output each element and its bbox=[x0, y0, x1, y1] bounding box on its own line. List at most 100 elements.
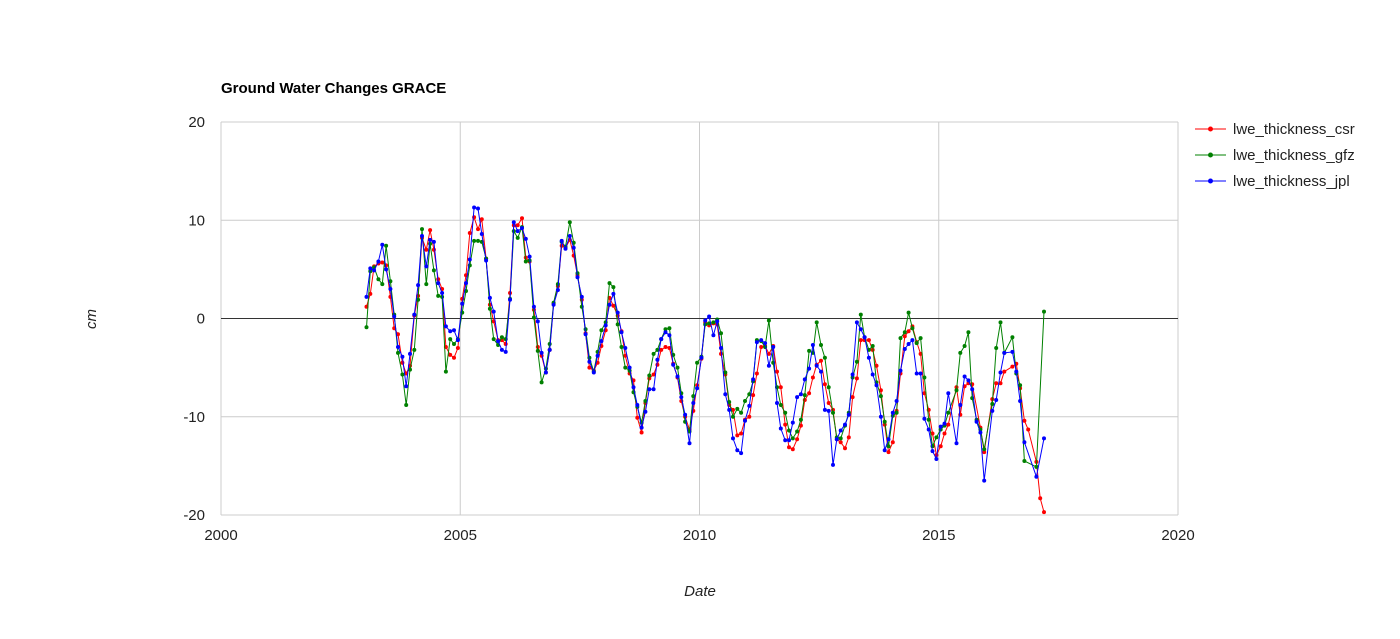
data-point bbox=[766, 351, 771, 356]
data-point bbox=[850, 372, 855, 377]
data-point bbox=[966, 330, 971, 335]
data-point bbox=[719, 346, 723, 350]
data-point bbox=[886, 437, 891, 442]
data-point bbox=[926, 427, 931, 432]
data-point bbox=[520, 226, 524, 231]
data-point bbox=[894, 410, 899, 415]
data-point bbox=[671, 362, 676, 367]
x-tick-label: 2000 bbox=[204, 527, 237, 544]
data-point bbox=[783, 410, 788, 415]
axes: 2000 2005 2010 2015 2020 -20 -10 0 10 20 bbox=[183, 114, 1194, 544]
data-point bbox=[838, 436, 843, 441]
data-point bbox=[535, 348, 540, 353]
data-point bbox=[424, 264, 429, 269]
data-point bbox=[420, 227, 424, 232]
data-point bbox=[898, 368, 903, 373]
data-point bbox=[380, 260, 385, 265]
data-point bbox=[623, 346, 628, 350]
data-point bbox=[467, 231, 472, 235]
data-point bbox=[930, 431, 935, 436]
data-point bbox=[400, 354, 405, 359]
data-point bbox=[1034, 474, 1039, 479]
data-point bbox=[639, 425, 644, 430]
data-point bbox=[663, 345, 668, 349]
data-point bbox=[843, 446, 847, 451]
data-point bbox=[759, 345, 764, 349]
data-point bbox=[754, 340, 759, 345]
data-point bbox=[655, 347, 660, 352]
data-point bbox=[452, 328, 456, 333]
data-point bbox=[428, 237, 433, 242]
data-point bbox=[783, 438, 788, 443]
data-point bbox=[408, 367, 412, 372]
data-point bbox=[862, 335, 867, 340]
chart-title: Ground Water Changes GRACE bbox=[221, 80, 446, 97]
data-point bbox=[472, 205, 477, 210]
data-point bbox=[715, 319, 720, 324]
data-point bbox=[452, 342, 456, 346]
data-point bbox=[368, 266, 373, 271]
data-point bbox=[663, 327, 668, 332]
data-point bbox=[404, 384, 409, 389]
data-point bbox=[994, 346, 999, 350]
data-point bbox=[942, 431, 947, 436]
data-point bbox=[890, 410, 895, 415]
data-point bbox=[946, 422, 951, 427]
data-point bbox=[711, 320, 716, 325]
data-point bbox=[846, 412, 851, 417]
data-point bbox=[679, 395, 684, 400]
data-point bbox=[854, 376, 859, 381]
data-point bbox=[982, 450, 987, 455]
data-point bbox=[747, 414, 752, 419]
data-point bbox=[396, 350, 400, 355]
data-point bbox=[966, 378, 971, 383]
data-point bbox=[567, 234, 572, 238]
data-point bbox=[531, 304, 536, 309]
data-point bbox=[990, 408, 995, 413]
legend-label: lwe_thickness_gfz bbox=[1233, 147, 1355, 164]
data-point bbox=[455, 338, 460, 343]
data-point bbox=[440, 291, 445, 295]
data-point bbox=[1022, 418, 1027, 423]
data-point bbox=[631, 385, 636, 390]
data-point bbox=[778, 403, 783, 407]
data-point bbox=[922, 375, 927, 380]
data-point bbox=[707, 314, 712, 319]
data-point bbox=[834, 437, 839, 442]
data-point bbox=[810, 375, 815, 380]
data-point bbox=[647, 373, 652, 378]
data-point bbox=[583, 332, 588, 337]
data-point bbox=[496, 339, 501, 344]
data-point bbox=[739, 410, 744, 415]
data-point bbox=[539, 350, 544, 355]
data-point bbox=[607, 302, 612, 307]
data-point bbox=[448, 352, 453, 357]
data-point bbox=[464, 281, 468, 286]
data-point bbox=[1034, 464, 1039, 469]
data-point bbox=[380, 242, 385, 247]
data-point bbox=[420, 234, 424, 238]
data-point bbox=[408, 351, 412, 356]
data-point bbox=[906, 342, 911, 346]
data-point bbox=[831, 462, 835, 467]
data-point bbox=[703, 318, 708, 323]
data-point bbox=[1018, 383, 1023, 388]
data-point bbox=[822, 382, 827, 387]
x-tick-label: 2010 bbox=[683, 527, 716, 544]
data-point bbox=[719, 331, 723, 336]
y-tick-label: 20 bbox=[188, 114, 205, 131]
legend-item: lwe_thickness_gfz bbox=[1195, 147, 1355, 164]
legend-item: lwe_thickness_jpl bbox=[1195, 173, 1350, 190]
data-point bbox=[499, 335, 504, 340]
data-point bbox=[978, 430, 983, 435]
data-point bbox=[826, 408, 831, 413]
data-point bbox=[798, 392, 803, 397]
data-point bbox=[743, 418, 747, 423]
data-point bbox=[843, 422, 847, 427]
data-point bbox=[743, 399, 747, 403]
data-point bbox=[882, 448, 887, 453]
data-point bbox=[364, 325, 369, 330]
data-point bbox=[739, 431, 744, 436]
data-point bbox=[906, 329, 911, 334]
data-point bbox=[918, 336, 923, 341]
